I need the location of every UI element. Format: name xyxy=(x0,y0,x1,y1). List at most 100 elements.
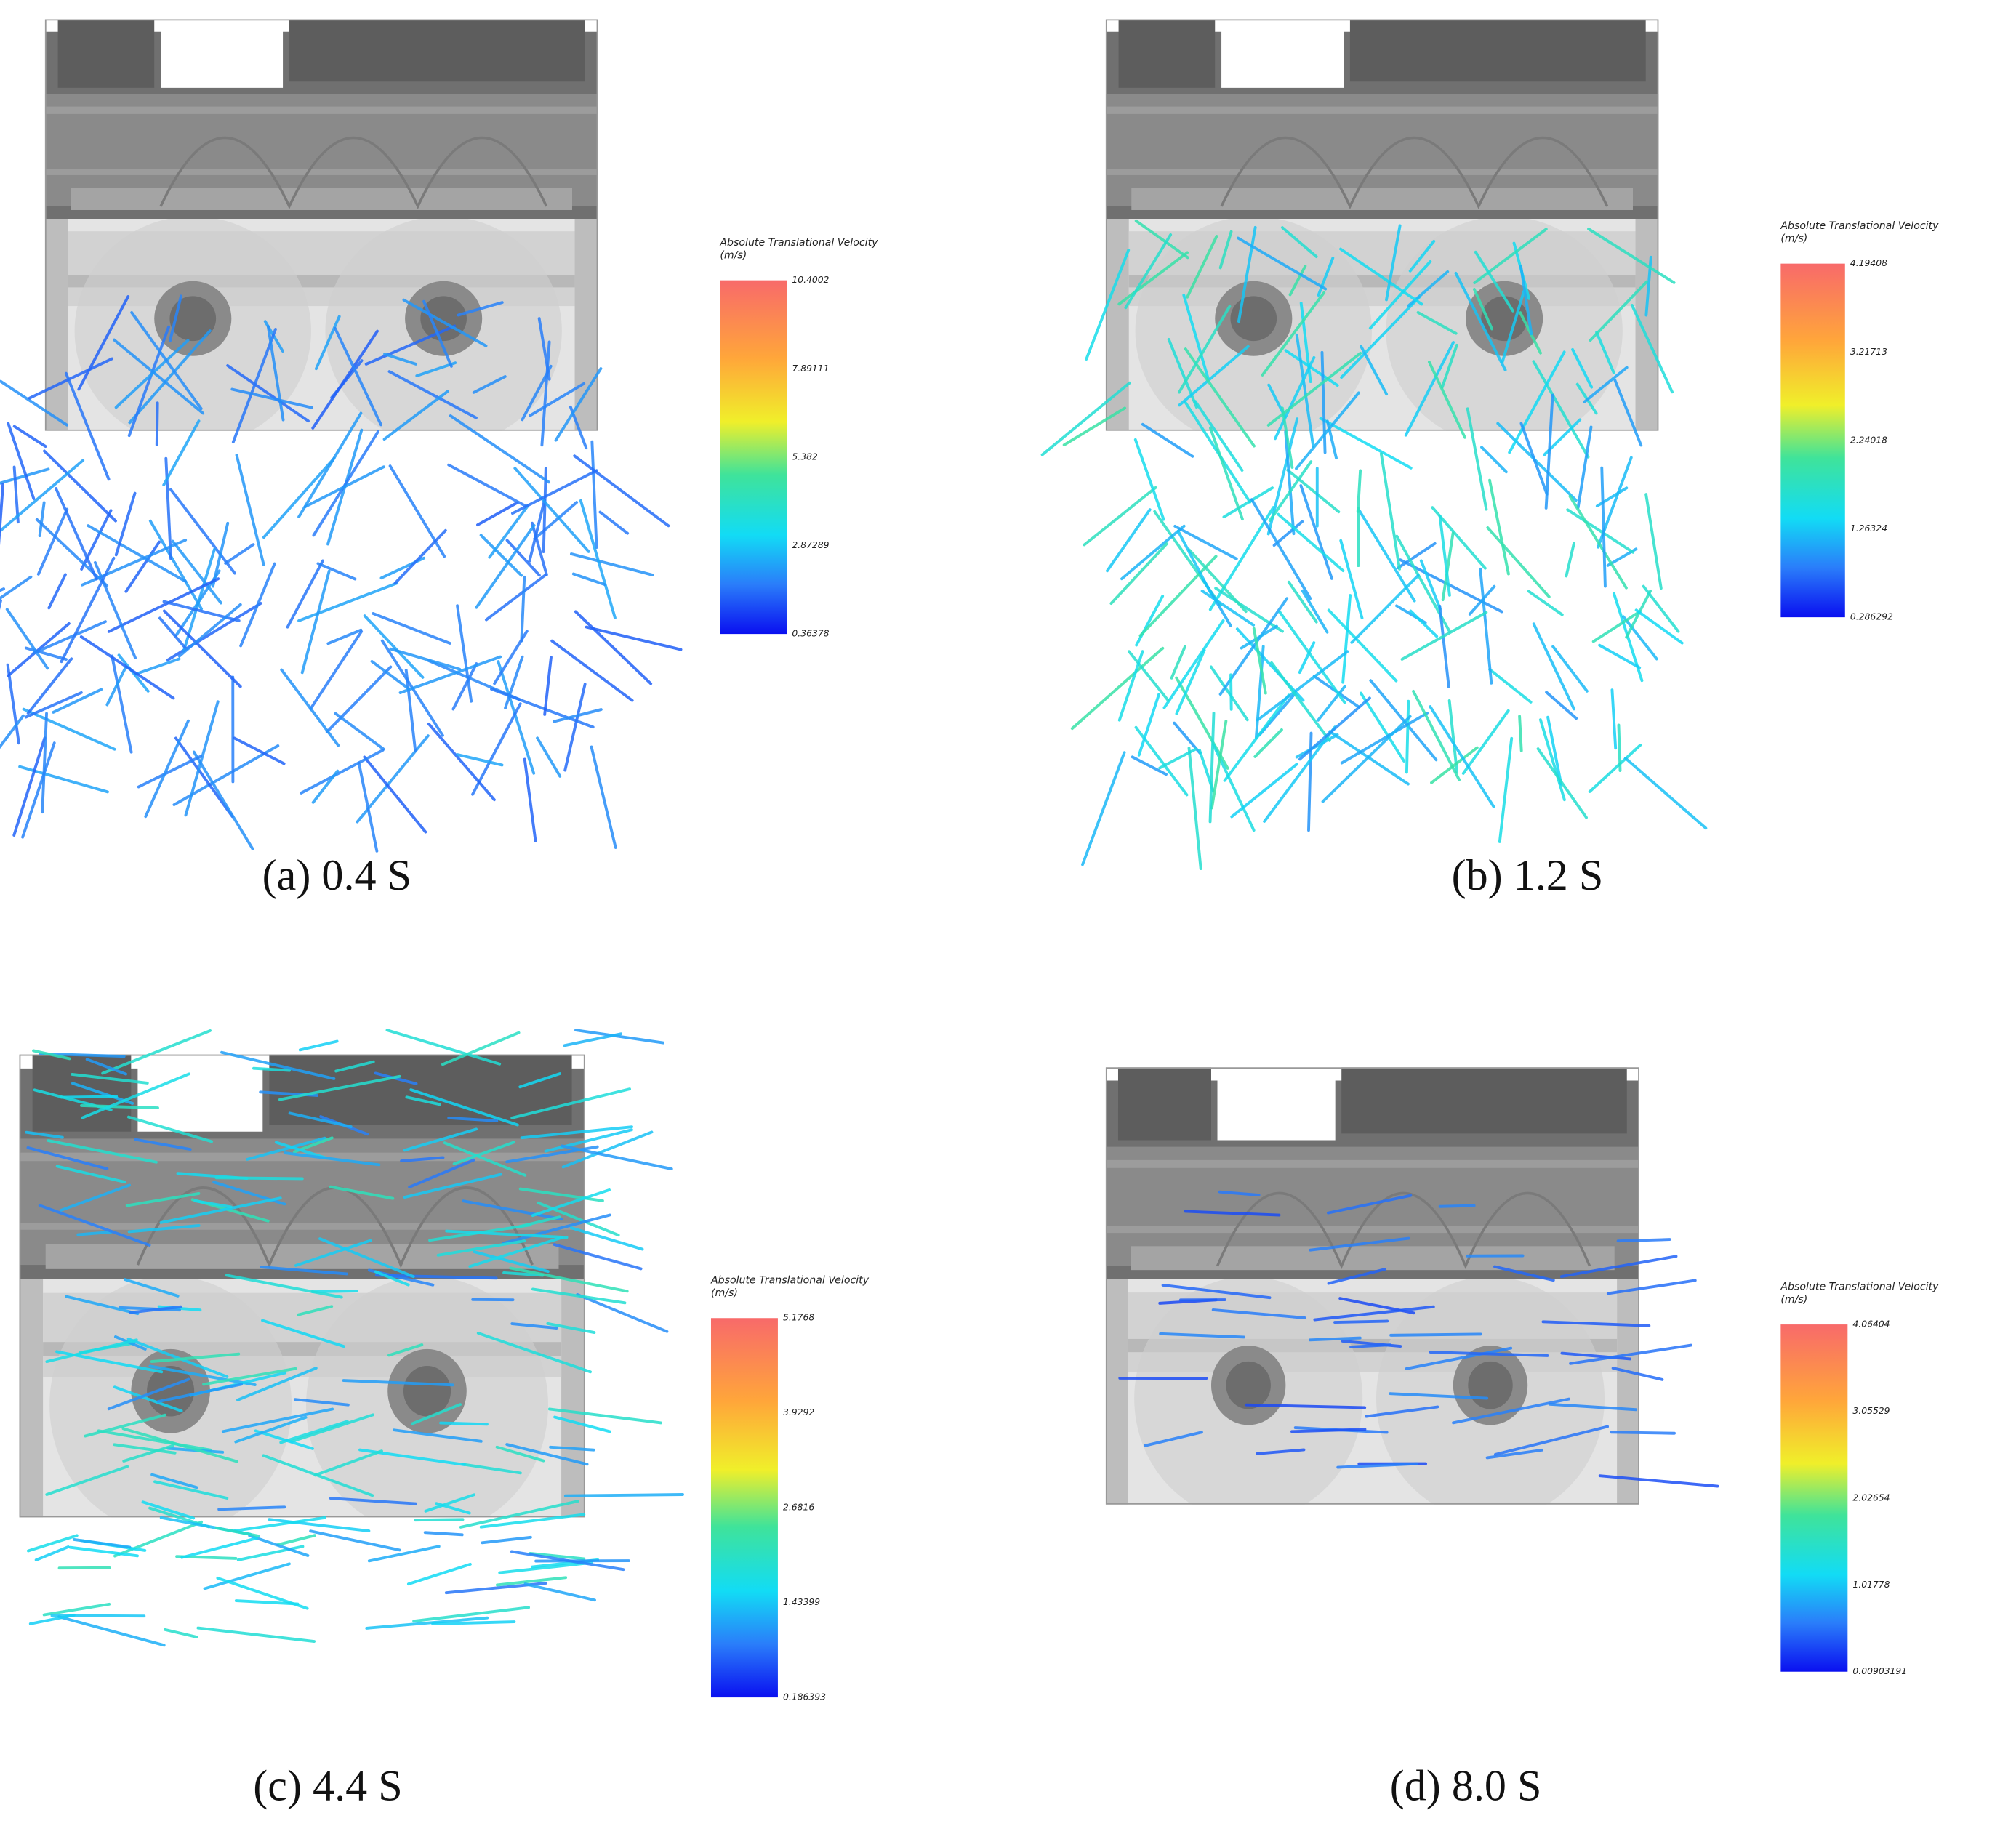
streak xyxy=(1295,391,1360,470)
streak xyxy=(1349,1343,1392,1348)
streak xyxy=(1313,1305,1435,1322)
streak xyxy=(325,665,393,733)
streak xyxy=(236,1367,318,1401)
streak xyxy=(72,1538,132,1549)
legend-title: Absolute Translational Velocity xyxy=(1780,1281,1939,1292)
streak xyxy=(34,1545,70,1561)
panel-caption: (d) 8.0 S xyxy=(1390,1762,1542,1811)
streak xyxy=(436,1239,526,1257)
streak xyxy=(495,1445,545,1463)
streak xyxy=(12,736,47,837)
streak xyxy=(431,1620,516,1625)
streak xyxy=(1173,525,1238,560)
streak xyxy=(1428,361,1466,439)
streak xyxy=(0,714,25,749)
streak xyxy=(415,361,457,377)
streak xyxy=(1106,508,1152,573)
colorbar xyxy=(1780,1324,1848,1672)
streak xyxy=(226,363,310,423)
panel-caption: (c) 4.4 S xyxy=(253,1762,402,1811)
panel: Absolute Translational Velocity(m/s) 4.19… xyxy=(1040,19,1939,900)
colorbar-tick-label: 2.6816 xyxy=(783,1503,814,1513)
streak xyxy=(1133,438,1165,521)
streak xyxy=(1412,690,1461,781)
streak xyxy=(590,745,617,849)
streak xyxy=(1218,1190,1261,1197)
streak xyxy=(81,1072,191,1119)
streak xyxy=(300,749,385,795)
streak xyxy=(60,556,116,664)
streak xyxy=(43,449,117,523)
streak xyxy=(1280,406,1294,469)
streak xyxy=(1405,1346,1513,1370)
streak xyxy=(1309,1236,1410,1252)
streak xyxy=(573,454,670,528)
colorbar-tick-label: 10.4002 xyxy=(792,275,829,285)
streak xyxy=(1544,393,1554,510)
streak xyxy=(1340,295,1421,379)
streak xyxy=(1447,699,1458,773)
streak xyxy=(329,1185,395,1200)
streak xyxy=(357,761,379,853)
streak xyxy=(268,1518,371,1533)
streak xyxy=(128,329,212,425)
streak xyxy=(217,1505,286,1511)
streak xyxy=(1277,512,1345,573)
streak xyxy=(1254,645,1265,739)
streak xyxy=(553,1415,611,1433)
colorbar-tick-label: 1.26324 xyxy=(1850,523,1887,534)
streak xyxy=(1519,422,1549,496)
streak xyxy=(1109,542,1168,606)
streak xyxy=(495,1576,568,1587)
streak xyxy=(174,736,234,819)
streak xyxy=(547,1407,663,1425)
streak xyxy=(1218,230,1233,270)
streak xyxy=(1184,347,1256,448)
streak xyxy=(0,467,50,485)
streak xyxy=(60,1095,119,1099)
streak xyxy=(221,1407,334,1433)
streak xyxy=(1409,609,1439,638)
streak xyxy=(505,1443,589,1466)
streak xyxy=(211,521,230,588)
colorbar xyxy=(1780,263,1845,618)
streak xyxy=(1508,350,1566,454)
streak xyxy=(385,1029,502,1066)
streak xyxy=(162,609,242,688)
colorbar-tick-label: 4.06404 xyxy=(1852,1319,1890,1330)
streak xyxy=(1162,619,1225,709)
streak xyxy=(518,1072,561,1089)
streak xyxy=(1493,1265,1555,1282)
streak xyxy=(1187,548,1248,614)
streak xyxy=(1301,589,1329,634)
streak xyxy=(1222,486,1274,519)
streak xyxy=(334,326,383,427)
streak xyxy=(1134,219,1189,260)
streak xyxy=(1117,251,1189,306)
streak xyxy=(1493,1425,1610,1456)
streak xyxy=(1252,627,1267,695)
streak xyxy=(540,340,551,447)
streak xyxy=(1408,239,1436,273)
colorbar-tick-label: 4.19408 xyxy=(1850,258,1887,268)
streak xyxy=(579,499,617,619)
streak xyxy=(497,660,536,775)
streak xyxy=(57,1615,166,1647)
streak xyxy=(1501,289,1526,363)
streak xyxy=(1290,1428,1367,1433)
streak xyxy=(393,528,447,585)
streak xyxy=(127,325,171,438)
streak xyxy=(159,1196,282,1224)
streak xyxy=(1610,1431,1676,1435)
streak xyxy=(260,1266,348,1276)
streak xyxy=(235,454,265,566)
streak xyxy=(1317,685,1346,722)
streak xyxy=(177,603,242,658)
streak xyxy=(1360,345,1389,396)
streak xyxy=(316,562,357,581)
streak xyxy=(511,469,598,515)
streak xyxy=(408,1158,475,1189)
streak xyxy=(364,324,457,366)
streak xyxy=(12,425,47,449)
streak xyxy=(113,1443,177,1455)
